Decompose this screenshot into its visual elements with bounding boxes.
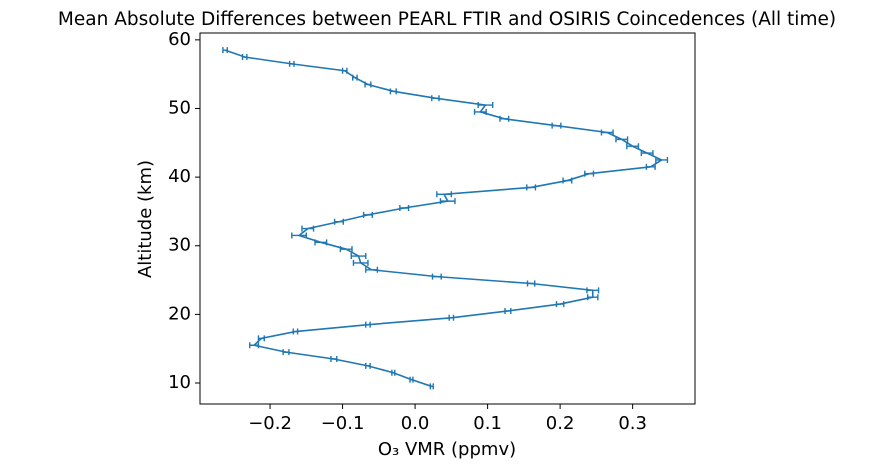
chart-title: Mean Absolute Differences between PEARL …: [58, 9, 836, 30]
error-bar: [352, 74, 358, 81]
error-bar: [431, 273, 442, 280]
error-bar: [241, 54, 248, 61]
x-tick-label: 0.0: [401, 413, 430, 434]
error-bar: [288, 60, 295, 67]
error-bar: [436, 191, 453, 198]
error-bar: [526, 184, 537, 191]
error-bar: [499, 115, 510, 122]
error-bar: [362, 211, 373, 218]
x-tick-label: 0.2: [546, 413, 575, 434]
error-bar: [477, 102, 494, 109]
error-bar: [431, 95, 440, 102]
error-bar: [655, 156, 669, 163]
error-bar: [584, 170, 595, 177]
error-bar: [257, 335, 265, 342]
error-bar: [626, 143, 640, 150]
x-tick-label: −0.1: [321, 413, 365, 434]
error-bar: [448, 314, 455, 321]
error-bar: [562, 177, 573, 184]
x-axis-label: O₃ VMR (ppmv): [378, 439, 516, 460]
data-line: [224, 49, 664, 388]
error-bar: [291, 232, 308, 239]
error-bar: [600, 129, 614, 136]
error-bar: [365, 321, 371, 328]
error-bar: [391, 369, 396, 376]
error-bar: [504, 307, 512, 314]
error-bar: [282, 349, 290, 356]
error-bar: [586, 287, 600, 294]
error-bar: [399, 205, 410, 211]
error-bar: [222, 47, 228, 54]
error-bar: [439, 198, 456, 205]
x-tick-label: 0.3: [618, 413, 647, 434]
error-bar: [365, 266, 379, 273]
error-bar: [330, 355, 338, 362]
error-bar: [365, 362, 371, 369]
error-bar: [526, 280, 536, 287]
error-bar: [389, 88, 397, 95]
error-bar: [301, 225, 315, 232]
error-bar: [645, 163, 656, 170]
y-axis-label: Altitude (km): [135, 160, 156, 278]
error-bar: [249, 342, 260, 349]
x-tick-label: 0.1: [473, 413, 502, 434]
error-bar: [314, 239, 328, 246]
error-bar: [364, 81, 372, 88]
error-bar: [333, 218, 344, 225]
x-tick-label: −0.2: [248, 413, 292, 434]
error-bar: [555, 301, 565, 308]
error-bar: [551, 122, 562, 129]
error-bar: [429, 383, 434, 390]
y-tick-label: 50: [168, 97, 191, 118]
error-bar: [341, 67, 348, 74]
error-bar: [352, 259, 369, 266]
y-tick-label: 20: [168, 303, 191, 324]
error-bar: [615, 136, 629, 143]
error-bar: [339, 246, 353, 253]
error-bar: [640, 150, 654, 157]
error-bar: [350, 253, 367, 260]
y-tick-label: 60: [168, 29, 191, 50]
y-tick-label: 10: [168, 372, 191, 393]
error-bar: [473, 108, 487, 115]
error-bar: [409, 376, 414, 383]
y-tick-label: 40: [168, 166, 191, 187]
plot-frame: [199, 32, 696, 405]
error-bar: [586, 294, 599, 301]
error-bar: [292, 328, 299, 335]
y-tick-label: 30: [168, 235, 191, 256]
